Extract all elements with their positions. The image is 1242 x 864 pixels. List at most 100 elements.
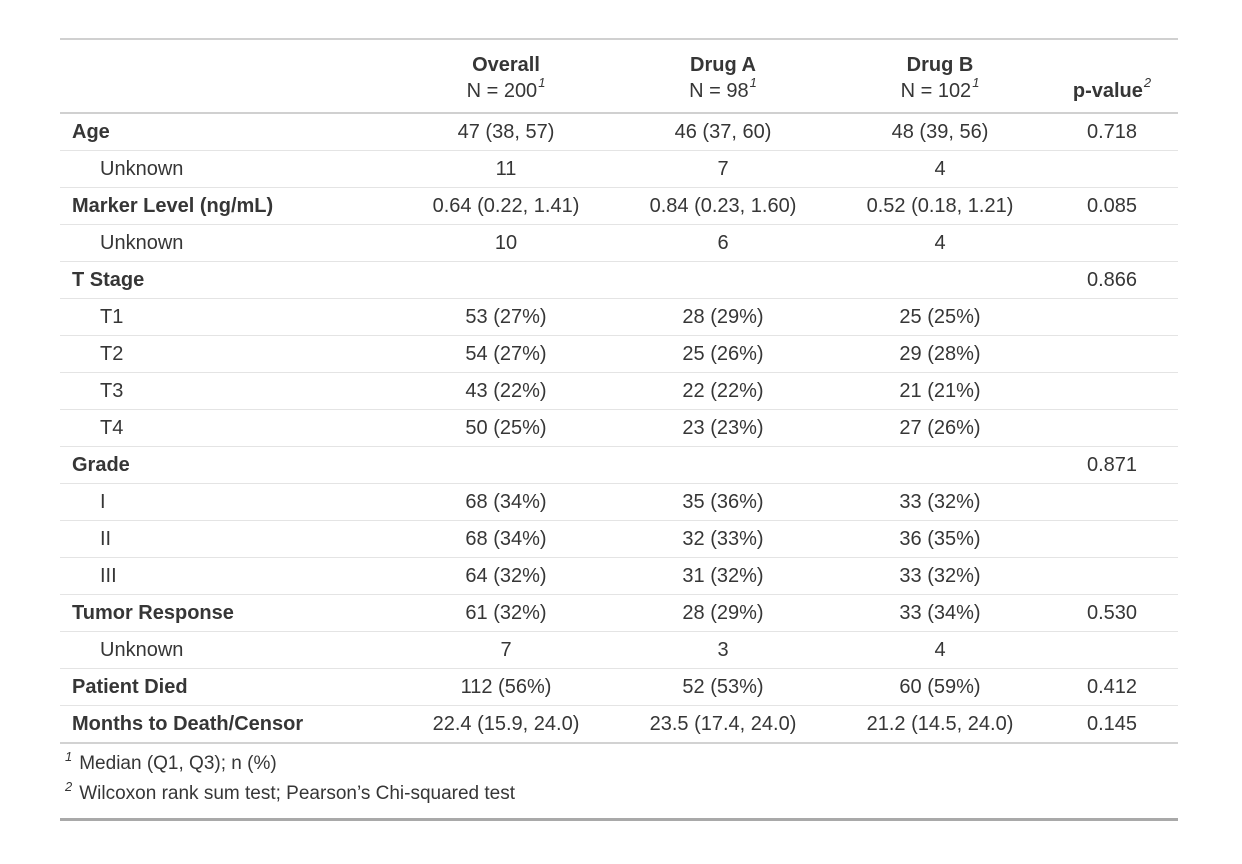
table-row: Unknown 11 7 4 xyxy=(60,150,1178,188)
summary-table-container: Overall N = 2001 Drug A N = 981 Drug B N… xyxy=(60,38,1178,821)
drug-b-cell: 4 xyxy=(834,150,1046,188)
table-row: Age 47 (38, 57) 46 (37, 60) 48 (39, 56) 0.71… xyxy=(60,113,1178,151)
drug-b-cell: 27 (26%) xyxy=(834,409,1046,447)
drug-a-cell: 0.84 (0.23, 1.60) xyxy=(612,187,834,225)
p-value-cell xyxy=(1046,298,1178,336)
drug-b-cell: 4 xyxy=(834,224,1046,262)
drug-b-n-text: N = 102 xyxy=(900,80,972,102)
overall-cell: 68 (34%) xyxy=(400,520,612,558)
footnote-2-mark: 2 xyxy=(65,778,73,794)
p-value-cell xyxy=(1046,150,1178,188)
drug-a-cell: 32 (33%) xyxy=(612,520,834,558)
p-value-cell xyxy=(1046,631,1178,669)
overall-cell: 47 (38, 57) xyxy=(400,113,612,151)
row-label-cell: T3 xyxy=(60,372,400,410)
col-header-drug-b: Drug B N = 1021 xyxy=(834,39,1046,114)
footnote-1-mark: 1 xyxy=(65,748,73,764)
p-value-cell xyxy=(1046,372,1178,410)
drug-a-cell: 23 (23%) xyxy=(612,409,834,447)
p-value-cell: 0.145 xyxy=(1046,705,1178,744)
drug-b-cell: 25 (25%) xyxy=(834,298,1046,336)
table-row: Patient Died 112 (56%) 52 (53%) 60 (59%) 0.4… xyxy=(60,668,1178,706)
col-header-overall-n: N = 2001 xyxy=(406,75,606,104)
overall-cell: 43 (22%) xyxy=(400,372,612,410)
table-header: Overall N = 2001 Drug A N = 981 Drug B N… xyxy=(60,39,1178,114)
p-value-cell xyxy=(1046,409,1178,447)
drug-a-n-text: N = 98 xyxy=(689,80,749,102)
drug-a-cell: 52 (53%) xyxy=(612,668,834,706)
drug-b-cell: 33 (34%) xyxy=(834,594,1046,632)
drug-b-cell: 4 xyxy=(834,631,1046,669)
table-row: III 64 (32%) 31 (32%) 33 (32%) xyxy=(60,557,1178,595)
p-value-cell: 0.871 xyxy=(1046,446,1178,484)
overall-cell: 53 (27%) xyxy=(400,298,612,336)
overall-cell: 112 (56%) xyxy=(400,668,612,706)
overall-cell: 61 (32%) xyxy=(400,594,612,632)
table-row: Marker Level (ng/mL) 0.64 (0.22, 1.41) 0.8… xyxy=(60,187,1178,225)
drug-a-cell: 28 (29%) xyxy=(612,594,834,632)
footnote-mark-1: 1 xyxy=(749,75,757,91)
overall-cell: 64 (32%) xyxy=(400,557,612,595)
table-row: Months to Death/Censor 22.4 (15.9, 24.0) 2… xyxy=(60,705,1178,744)
col-header-pvalue: p-value2 xyxy=(1046,39,1178,114)
footnote-2-text: Wilcoxon rank sum test; Pearson’s Chi-sq… xyxy=(79,783,516,804)
table-row: T3 43 (22%) 22 (22%) 21 (21%) xyxy=(60,372,1178,410)
drug-b-cell: 21 (21%) xyxy=(834,372,1046,410)
overall-cell: 50 (25%) xyxy=(400,409,612,447)
drug-a-cell: 6 xyxy=(612,224,834,262)
overall-n-text: N = 200 xyxy=(466,80,538,102)
col-header-drug-a-n: N = 981 xyxy=(618,75,828,104)
overall-cell: 54 (27%) xyxy=(400,335,612,373)
footnotes: 1 Median (Q1, Q3); n (%) 2 Wilcoxon rank s… xyxy=(60,744,1178,818)
footnote-1: 1 Median (Q1, Q3); n (%) xyxy=(65,749,1178,779)
overall-cell: 10 xyxy=(400,224,612,262)
footnote-mark-1: 1 xyxy=(538,75,546,91)
table-row: II 68 (34%) 32 (33%) 36 (35%) xyxy=(60,520,1178,558)
drug-a-cell: 28 (29%) xyxy=(612,298,834,336)
p-value-cell: 0.530 xyxy=(1046,594,1178,632)
row-label-cell: II xyxy=(60,520,400,558)
drug-b-cell: 21.2 (14.5, 24.0) xyxy=(834,705,1046,744)
row-label-cell: T4 xyxy=(60,409,400,447)
col-header-drug-a: Drug A N = 981 xyxy=(612,39,834,114)
footnote-mark-2: 2 xyxy=(1143,75,1152,91)
col-header-drug-b-title: Drug B xyxy=(906,54,974,76)
p-value-cell: 0.718 xyxy=(1046,113,1178,151)
drug-b-cell: 48 (39, 56) xyxy=(834,113,1046,151)
drug-b-cell: 36 (35%) xyxy=(834,520,1046,558)
row-label-cell: Unknown xyxy=(60,631,400,669)
p-value-cell xyxy=(1046,335,1178,373)
row-label-cell: III xyxy=(60,557,400,595)
table-row: Unknown 7 3 4 xyxy=(60,631,1178,669)
table-row: T Stage 0.866 xyxy=(60,261,1178,299)
footnote-1-text: Median (Q1, Q3); n (%) xyxy=(79,753,277,774)
drug-b-cell: 60 (59%) xyxy=(834,668,1046,706)
p-value-cell xyxy=(1046,557,1178,595)
col-header-drug-b-n: N = 1021 xyxy=(840,75,1040,104)
table-row: Unknown 10 6 4 xyxy=(60,224,1178,262)
drug-b-cell: 0.52 (0.18, 1.21) xyxy=(834,187,1046,225)
row-label-cell: Unknown xyxy=(60,224,400,262)
footnote-mark-1: 1 xyxy=(972,75,980,91)
col-header-pvalue-title: p-value2 xyxy=(1052,75,1172,104)
header-row: Overall N = 2001 Drug A N = 981 Drug B N… xyxy=(60,39,1178,114)
table-body: Age 47 (38, 57) 46 (37, 60) 48 (39, 56) 0.71… xyxy=(60,113,1178,744)
row-label-cell: Tumor Response xyxy=(60,594,400,632)
drug-a-cell xyxy=(612,261,834,299)
p-value-cell xyxy=(1046,483,1178,521)
p-value-cell: 0.085 xyxy=(1046,187,1178,225)
row-label-cell: I xyxy=(60,483,400,521)
table-row: T2 54 (27%) 25 (26%) 29 (28%) xyxy=(60,335,1178,373)
overall-cell xyxy=(400,261,612,299)
table-row: Grade 0.871 xyxy=(60,446,1178,484)
row-label-cell: T1 xyxy=(60,298,400,336)
row-label-cell: T2 xyxy=(60,335,400,373)
drug-a-cell: 25 (26%) xyxy=(612,335,834,373)
overall-cell: 68 (34%) xyxy=(400,483,612,521)
row-label-cell: Months to Death/Censor xyxy=(60,705,400,744)
drug-a-cell: 7 xyxy=(612,150,834,188)
drug-a-cell: 22 (22%) xyxy=(612,372,834,410)
p-value-cell xyxy=(1046,520,1178,558)
summary-table: Overall N = 2001 Drug A N = 981 Drug B N… xyxy=(60,38,1178,744)
